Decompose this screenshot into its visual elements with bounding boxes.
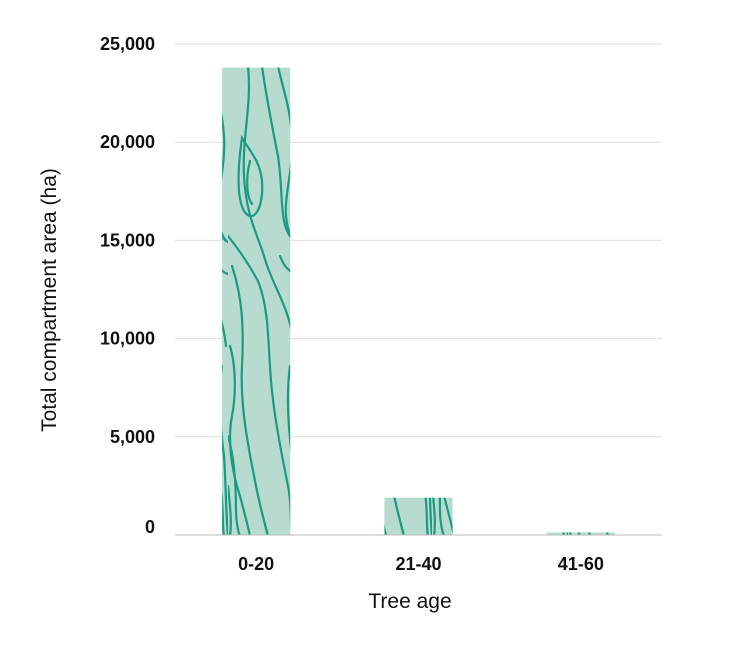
bar-21-40 (384, 497, 453, 535)
x-tick-label: 21-40 (395, 554, 441, 574)
bar-0-20 (222, 67, 291, 536)
y-tick-label: 15,000 (100, 230, 155, 250)
y-axis-title: Total compartment area (ha) (38, 168, 61, 432)
y-tick-label: 10,000 (100, 329, 155, 349)
y-tick-label: 5,000 (110, 427, 155, 447)
x-axis-ticks: 0-20 21-40 41-60 (238, 554, 604, 574)
y-tick-label: 0 (145, 517, 155, 537)
x-axis-title: Tree age (368, 590, 451, 613)
bars (222, 67, 615, 536)
y-axis-ticks: 0 5,000 10,000 15,000 20,000 25,000 (100, 34, 155, 537)
bar-41-60 (546, 532, 615, 535)
x-tick-label: 41-60 (558, 554, 604, 574)
y-tick-label: 20,000 (100, 132, 155, 152)
x-tick-label: 0-20 (238, 554, 274, 574)
y-tick-label: 25,000 (100, 34, 155, 54)
